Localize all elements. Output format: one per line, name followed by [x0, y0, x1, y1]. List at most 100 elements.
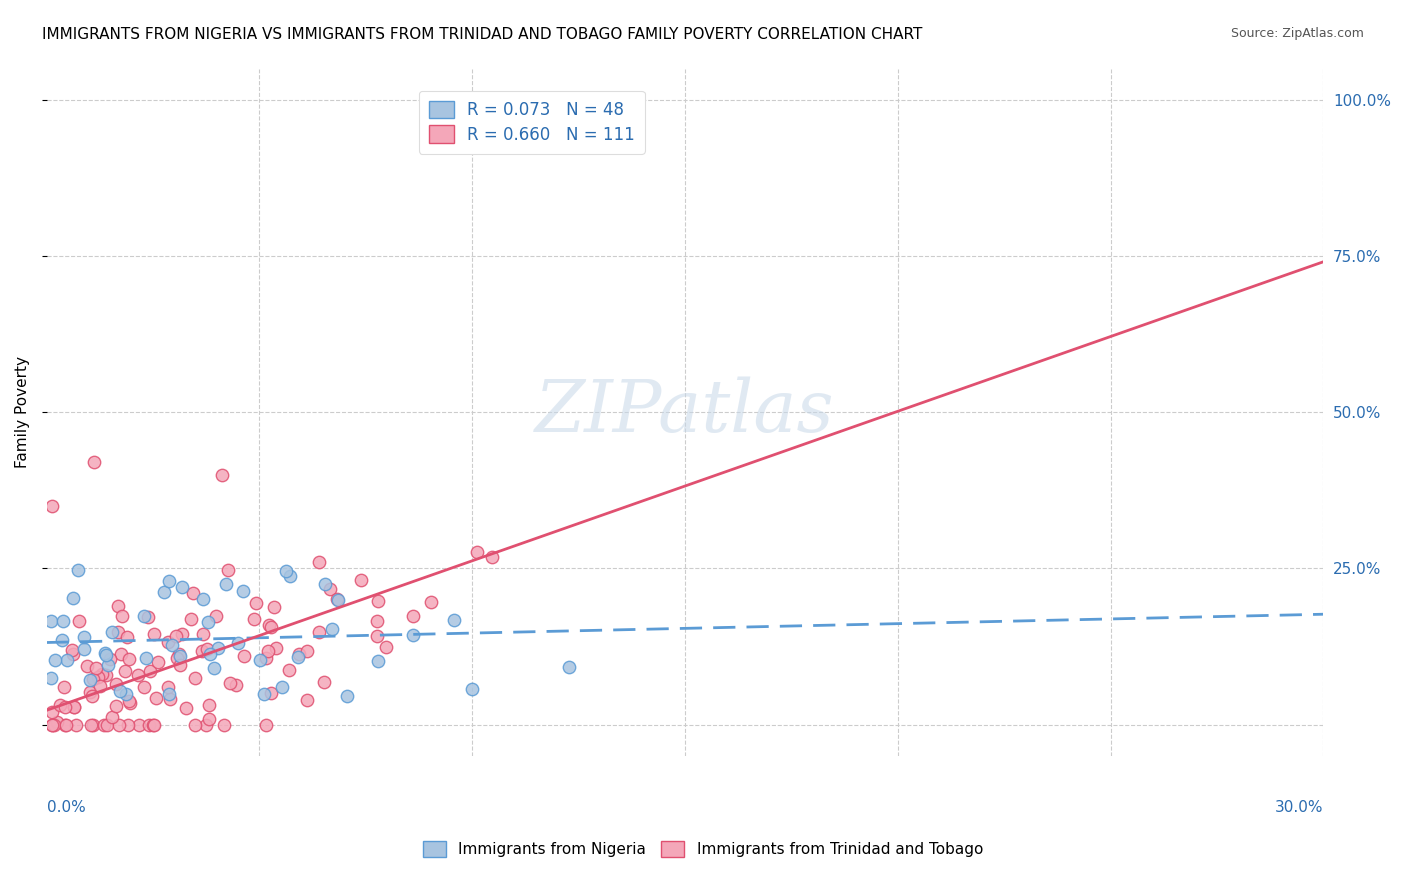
Trinidad [156, 680, 179, 694]
Trinidad [117, 717, 139, 731]
Trinidad [62, 700, 84, 714]
Trinidad [93, 717, 115, 731]
Trinidad [49, 698, 72, 712]
Trinidad [42, 717, 65, 731]
Nigeria [132, 609, 155, 624]
Nigeria [367, 654, 389, 668]
Trinidad [96, 717, 118, 731]
Trinidad [108, 717, 131, 731]
Trinidad [243, 612, 266, 626]
Nigeria [270, 681, 292, 695]
Trinidad [184, 671, 207, 685]
Nigeria [443, 613, 465, 627]
Nigeria [51, 632, 73, 647]
Trinidad [118, 652, 141, 666]
Trinidad [233, 648, 256, 663]
Trinidad [46, 715, 69, 730]
Trinidad [197, 712, 219, 726]
Trinidad [159, 691, 181, 706]
Nigeria [157, 687, 180, 701]
Trinidad [104, 699, 127, 714]
Trinidad [193, 626, 215, 640]
Trinidad [217, 564, 239, 578]
Trinidad [184, 717, 207, 731]
Trinidad [127, 667, 149, 681]
Nigeria [160, 638, 183, 652]
Trinidad [266, 640, 288, 655]
Trinidad [134, 680, 156, 694]
Nigeria [73, 642, 96, 657]
Text: 0.0%: 0.0% [46, 799, 86, 814]
Trinidad [375, 640, 398, 654]
Trinidad [402, 608, 425, 623]
Trinidad [167, 647, 190, 661]
Trinidad [52, 680, 75, 694]
Trinidad [138, 717, 160, 731]
Trinidad [83, 455, 105, 469]
Nigeria [202, 661, 225, 675]
Nigeria [207, 641, 229, 656]
Trinidad [260, 686, 283, 700]
Trinidad [225, 678, 247, 692]
Legend: R = 0.073   N = 48, R = 0.660   N = 111: R = 0.073 N = 48, R = 0.660 N = 111 [419, 91, 645, 153]
Trinidad [312, 675, 335, 690]
Trinidad [295, 644, 318, 658]
Trinidad [172, 627, 194, 641]
Trinidad [157, 635, 180, 649]
Trinidad [110, 647, 132, 661]
Trinidad [110, 608, 132, 623]
Nigeria [56, 653, 79, 667]
Trinidad [67, 614, 90, 628]
Text: IMMIGRANTS FROM NIGERIA VS IMMIGRANTS FROM TRINIDAD AND TOBAGO FAMILY POVERTY CO: IMMIGRANTS FROM NIGERIA VS IMMIGRANTS FR… [42, 27, 922, 42]
Trinidad [105, 677, 128, 691]
Nigeria [336, 690, 359, 704]
Nigeria [402, 627, 425, 641]
Nigeria [226, 636, 249, 650]
Trinidad [467, 545, 489, 559]
Nigeria [214, 577, 236, 591]
Trinidad [65, 717, 87, 731]
Trinidad [62, 648, 84, 662]
Nigeria [169, 649, 191, 664]
Text: ZIPatlas: ZIPatlas [536, 377, 835, 448]
Trinidad [287, 647, 309, 661]
Text: 30.0%: 30.0% [1275, 799, 1323, 814]
Trinidad [366, 629, 388, 643]
Trinidad [82, 717, 104, 731]
Trinidad [107, 625, 129, 640]
Nigeria [101, 625, 124, 640]
Trinidad [260, 620, 283, 634]
Trinidad [257, 618, 280, 632]
Trinidad [420, 595, 443, 609]
Trinidad [195, 717, 218, 731]
Nigeria [170, 580, 193, 594]
Trinidad [118, 696, 141, 710]
Trinidad [82, 689, 104, 703]
Trinidad [98, 652, 121, 666]
Trinidad [80, 717, 103, 731]
Nigeria [557, 659, 579, 673]
Trinidad [115, 630, 138, 644]
Trinidad [195, 641, 218, 656]
Trinidad [245, 597, 267, 611]
Nigeria [44, 653, 66, 667]
Trinidad [136, 610, 159, 624]
Trinidad [82, 672, 104, 686]
Trinidad [166, 651, 188, 665]
Nigeria [96, 658, 118, 673]
Nigeria [321, 623, 343, 637]
Trinidad [211, 467, 233, 482]
Trinidad [174, 701, 197, 715]
Trinidad [318, 582, 340, 597]
Trinidad [295, 693, 318, 707]
Trinidad [198, 698, 221, 713]
Trinidad [41, 717, 63, 731]
Nigeria [94, 646, 117, 660]
Nigeria [287, 649, 309, 664]
Trinidad [366, 614, 388, 628]
Nigeria [157, 574, 180, 589]
Nigeria [274, 564, 297, 578]
Trinidad [256, 717, 278, 731]
Trinidad [254, 651, 277, 665]
Trinidad [205, 609, 228, 624]
